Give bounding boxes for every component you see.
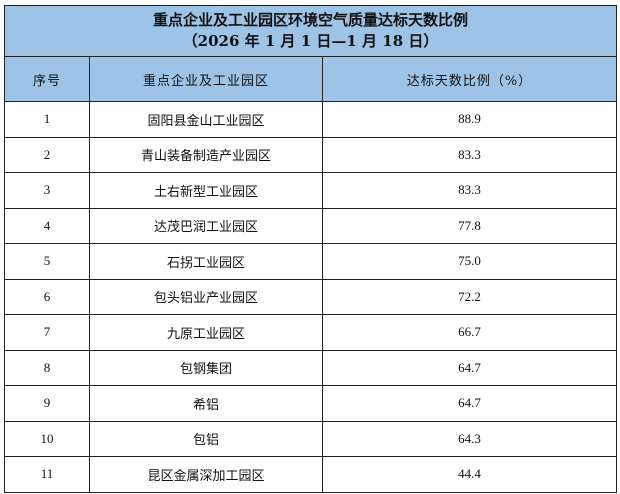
row-name: 包头铝业产业园区 <box>89 278 323 315</box>
table-row: 10 包铝 64.3 <box>4 420 617 457</box>
table-row: 3 土右新型工业园区 83.3 <box>4 172 617 209</box>
row-name: 青山装备制造产业园区 <box>89 136 323 173</box>
row-ratio: 83.3 <box>322 136 617 173</box>
row-index: 7 <box>4 314 90 351</box>
row-index: 4 <box>4 207 90 244</box>
header-index: 序号 <box>4 56 90 102</box>
row-ratio: 66.7 <box>322 314 617 351</box>
title-date-range: （2026 年 1 月 1 日—1 月 18 日） <box>182 32 439 50</box>
title-main: 重点企业及工业园区环境空气质量达标天数比例 <box>152 11 468 29</box>
row-name: 达茂巴润工业园区 <box>89 207 323 244</box>
row-name: 固阳县金山工业园区 <box>89 101 323 138</box>
row-ratio: 44.4 <box>322 456 617 493</box>
table-row: 5 石拐工业园区 75.0 <box>4 243 617 280</box>
row-name: 希铝 <box>89 385 323 422</box>
table-row: 6 包头铝业产业园区 72.2 <box>4 278 617 315</box>
table-title: 重点企业及工业园区环境空气质量达标天数比例 （2026 年 1 月 1 日—1 … <box>4 5 617 57</box>
row-ratio: 75.0 <box>322 243 617 280</box>
row-ratio: 64.3 <box>322 420 617 457</box>
row-index: 2 <box>4 136 90 173</box>
row-index: 10 <box>4 420 90 457</box>
row-ratio: 77.8 <box>322 207 617 244</box>
table-row: 9 希铝 64.7 <box>4 385 617 422</box>
air-quality-table: 重点企业及工业园区环境空气质量达标天数比例 （2026 年 1 月 1 日—1 … <box>4 5 617 493</box>
row-ratio: 83.3 <box>322 172 617 209</box>
row-ratio: 64.7 <box>322 349 617 386</box>
table-row: 8 包钢集团 64.7 <box>4 349 617 386</box>
table-row: 11 昆区金属深加工园区 44.4 <box>4 456 617 493</box>
header-ratio: 达标天数比例（%） <box>322 56 617 102</box>
row-name: 土右新型工业园区 <box>89 172 323 209</box>
header-name: 重点企业及工业园区 <box>89 56 323 102</box>
row-index: 5 <box>4 243 90 280</box>
row-index: 8 <box>4 349 90 386</box>
row-ratio: 64.7 <box>322 385 617 422</box>
row-ratio: 88.9 <box>322 101 617 138</box>
table-row: 1 固阳县金山工业园区 88.9 <box>4 101 617 138</box>
table-row: 7 九原工业园区 66.7 <box>4 314 617 351</box>
row-index: 6 <box>4 278 90 315</box>
row-index: 1 <box>4 101 90 138</box>
row-index: 3 <box>4 172 90 209</box>
table-row: 4 达茂巴润工业园区 77.8 <box>4 207 617 244</box>
row-name: 包钢集团 <box>89 349 323 386</box>
row-ratio: 72.2 <box>322 278 617 315</box>
row-name: 石拐工业园区 <box>89 243 323 280</box>
row-index: 11 <box>4 456 90 493</box>
row-name: 九原工业园区 <box>89 314 323 351</box>
row-name: 昆区金属深加工园区 <box>89 456 323 493</box>
row-name: 包铝 <box>89 420 323 457</box>
table-row: 2 青山装备制造产业园区 83.3 <box>4 136 617 173</box>
row-index: 9 <box>4 385 90 422</box>
